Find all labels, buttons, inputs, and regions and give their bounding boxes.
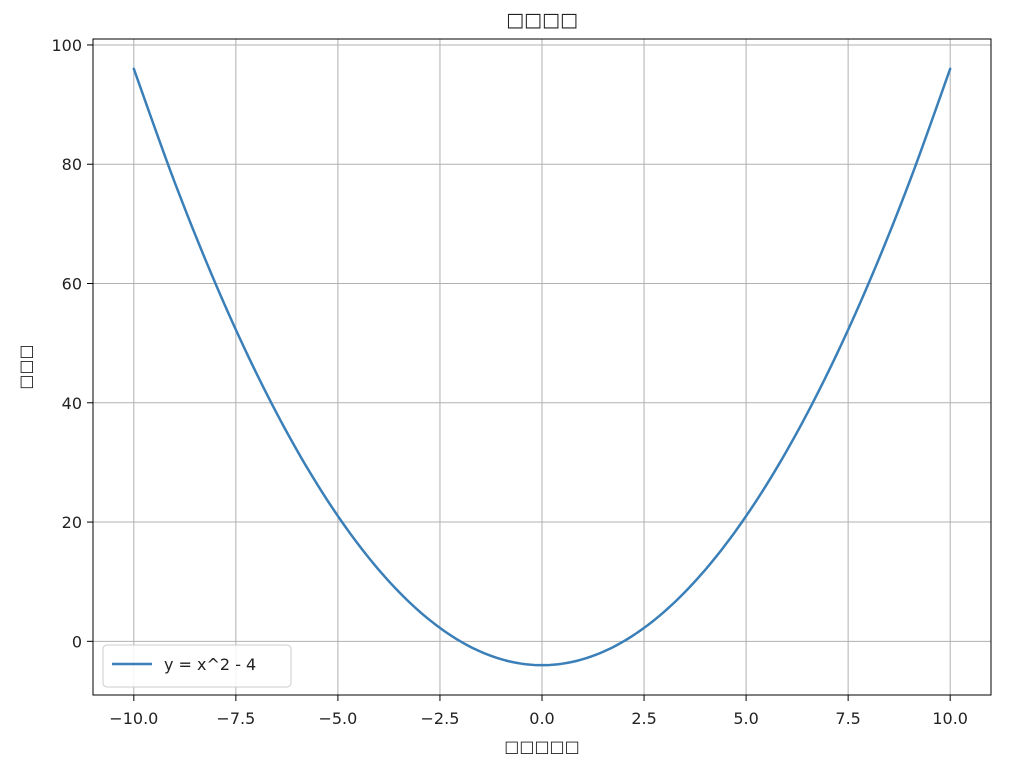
x-tick-label: −10.0 — [109, 709, 158, 728]
series-line — [132, 67, 952, 667]
x-tick-label: −2.5 — [421, 709, 460, 728]
legend-label: y = x^2 - 4 — [164, 655, 256, 674]
x-axis-title: □□□□□ — [504, 737, 580, 756]
x-tick-label: 7.5 — [835, 709, 860, 728]
y-tick-label: 80 — [62, 155, 82, 174]
x-axis-ticks: −10.0 −7.5 −5.0 −2.5 0.0 2.5 5.0 7.5 10.0 — [109, 695, 968, 728]
chart-title: □□□□ — [506, 9, 578, 31]
y-axis-ticks: 0 20 40 60 80 100 — [51, 36, 93, 651]
x-tick-label: 5.0 — [733, 709, 758, 728]
y-tick-label: 0 — [72, 632, 82, 651]
x-tick-label: 0.0 — [529, 709, 554, 728]
y-tick-label: 20 — [62, 513, 82, 532]
y-tick-label: 100 — [51, 36, 82, 55]
legend-box — [102, 644, 292, 688]
x-tick-label: −7.5 — [216, 709, 255, 728]
x-tick-label: 2.5 — [631, 709, 656, 728]
y-tick-label: 40 — [62, 394, 82, 413]
y-tick-label: 60 — [62, 275, 82, 294]
grid-lines — [93, 39, 991, 695]
series-layer — [132, 67, 952, 667]
x-tick-label: 10.0 — [932, 709, 968, 728]
y-axis-title: □□□ — [16, 344, 35, 389]
x-tick-label: −5.0 — [318, 709, 357, 728]
legend: y = x^2 - 4 — [102, 644, 292, 688]
